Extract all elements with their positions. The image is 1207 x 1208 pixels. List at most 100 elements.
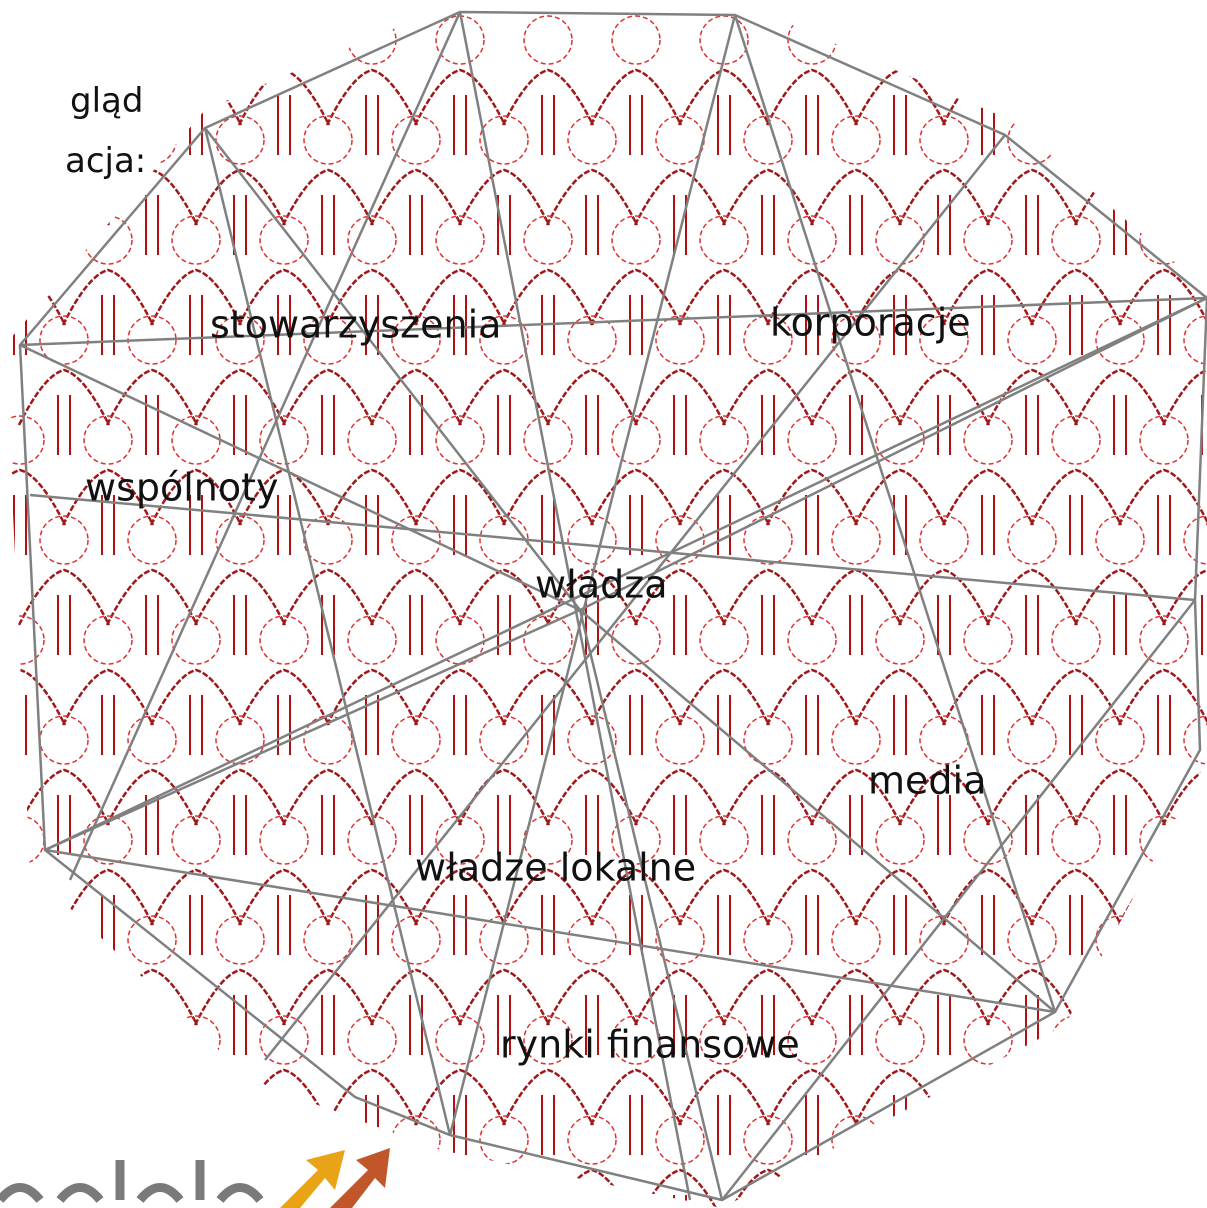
person-icon	[501, 215, 595, 355]
person-arms	[809, 1168, 903, 1208]
person-legs	[409, 1195, 423, 1208]
person-arms	[1029, 1068, 1123, 1126]
person-icon	[721, 715, 815, 855]
person-head	[171, 215, 221, 265]
person-legs	[541, 895, 555, 955]
person-head	[655, 1115, 705, 1165]
person-legs	[849, 795, 863, 855]
person-arms	[897, 568, 991, 626]
person-head	[259, 415, 309, 465]
person-icon	[61, 215, 155, 355]
person-arms	[765, 868, 859, 926]
person-arms	[633, 168, 727, 226]
person-head	[699, 1015, 749, 1065]
person-head	[1139, 15, 1189, 65]
person-legs	[761, 195, 775, 255]
person-icon	[677, 1015, 771, 1155]
person-head	[1183, 315, 1207, 365]
person-legs	[321, 795, 335, 855]
person-legs	[1157, 895, 1171, 955]
person-legs	[805, 895, 819, 955]
person-legs	[981, 295, 995, 355]
person-arms	[1073, 168, 1167, 226]
person-legs	[937, 795, 951, 855]
person-arms	[853, 268, 947, 326]
person-legs	[101, 295, 115, 355]
person-head	[39, 1115, 89, 1165]
person-legs	[673, 795, 687, 855]
person-head	[259, 215, 309, 265]
person-icon	[413, 1015, 507, 1155]
person-arms	[501, 868, 595, 926]
person-arms	[61, 668, 155, 726]
person-icon	[941, 815, 1035, 955]
person-arms	[897, 168, 991, 226]
person-legs	[893, 95, 907, 155]
person-legs	[849, 195, 863, 255]
person-head	[435, 215, 485, 265]
person-icon	[897, 115, 991, 255]
person-head	[1095, 515, 1145, 565]
person-arms	[545, 568, 639, 626]
person-head	[479, 315, 529, 365]
person-icon	[193, 915, 287, 1055]
person-legs	[541, 1095, 555, 1155]
person-icon	[5, 615, 67, 755]
person-legs	[629, 495, 643, 555]
person-head	[479, 715, 529, 765]
person-legs	[57, 195, 71, 255]
person-legs	[321, 195, 335, 255]
person-head	[5, 215, 45, 265]
person-arms	[105, 568, 199, 626]
network-line	[29, 493, 1196, 602]
person-icon	[721, 115, 815, 255]
person-icon	[61, 615, 155, 755]
person-icon	[545, 315, 639, 455]
person-icon	[5, 215, 67, 355]
person-head	[699, 215, 749, 265]
person-icon	[941, 215, 1035, 355]
person-arms	[633, 568, 727, 626]
person-head	[479, 115, 529, 165]
person-head	[1095, 715, 1145, 765]
person-icon	[413, 15, 507, 155]
person-arms	[897, 368, 991, 426]
person-icon	[897, 515, 991, 655]
person-head	[1139, 415, 1189, 465]
person-icon	[985, 715, 1079, 855]
person-arms	[149, 1068, 243, 1126]
person-head	[655, 915, 705, 965]
person-legs	[497, 395, 511, 455]
person-arms	[589, 468, 683, 526]
person-legs	[673, 595, 687, 655]
person-arms	[457, 168, 551, 226]
person-head	[1051, 15, 1101, 65]
person-icon	[17, 715, 111, 855]
person-icon	[721, 1115, 815, 1208]
person-legs	[13, 95, 27, 155]
person-head	[391, 115, 441, 165]
person-head	[1051, 815, 1101, 865]
person-arms	[105, 368, 199, 426]
person-head	[83, 1015, 133, 1065]
person-icon	[809, 915, 903, 1055]
person-arms	[853, 668, 947, 726]
person-arms	[61, 1068, 155, 1126]
node-label: władze lokalne	[415, 846, 696, 890]
person-icon	[369, 715, 463, 855]
network-line	[578, 609, 724, 1201]
person-legs	[497, 995, 511, 1055]
person-icon	[193, 715, 287, 855]
person-icon	[17, 315, 111, 455]
person-icon	[677, 615, 771, 755]
person-icon	[149, 815, 243, 955]
person-legs	[409, 195, 423, 255]
person-legs	[189, 95, 203, 155]
person-icon	[281, 915, 375, 1055]
person-arms	[1073, 568, 1167, 626]
network-line	[44, 848, 1056, 1014]
person-legs	[57, 595, 71, 655]
person-arms	[1029, 268, 1123, 326]
person-legs	[145, 995, 159, 1055]
person-arms	[413, 668, 507, 726]
